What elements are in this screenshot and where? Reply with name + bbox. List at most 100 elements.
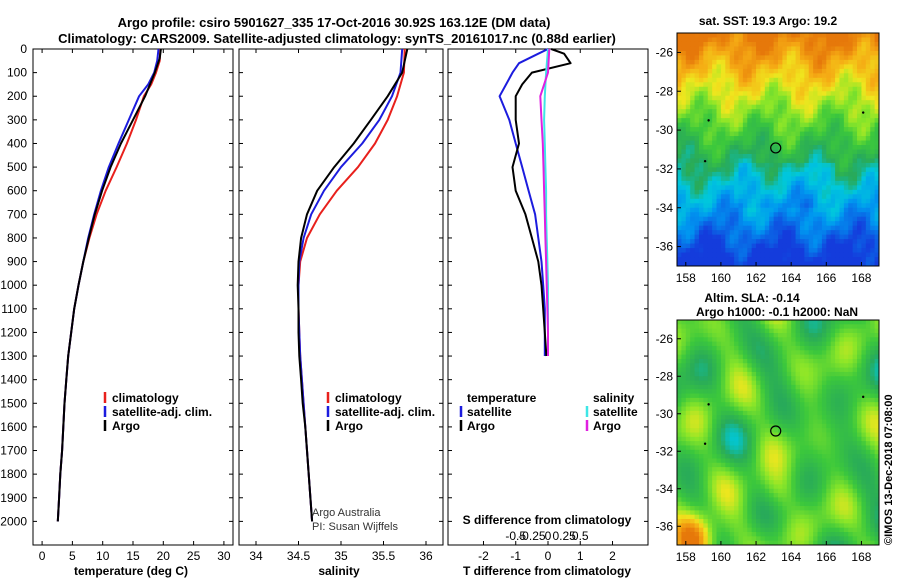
map-cell <box>808 454 814 460</box>
map-cell <box>835 488 841 494</box>
map-cell <box>764 230 770 236</box>
map-cell <box>694 207 700 213</box>
map-cell <box>720 176 726 182</box>
map-cell <box>843 436 849 442</box>
map-cell <box>795 462 801 468</box>
map-cell <box>848 475 854 481</box>
map-cell <box>843 324 849 330</box>
map-cell <box>821 324 827 330</box>
map-cell <box>795 406 801 412</box>
map-cell <box>778 167 783 173</box>
map-cell <box>786 510 792 516</box>
map-cell <box>782 198 788 204</box>
map-cell <box>852 449 858 455</box>
map-cell <box>681 445 687 451</box>
map-cell <box>852 176 858 182</box>
map-cell <box>707 536 713 542</box>
map-x-tick-label: 166 <box>816 271 836 285</box>
map-cell <box>703 145 709 151</box>
map-cell <box>694 367 700 373</box>
map-cell <box>751 68 757 74</box>
map-cell <box>694 332 700 338</box>
map-cell <box>826 532 832 537</box>
map-cell <box>804 389 810 395</box>
map-cell <box>698 376 704 382</box>
map-cell <box>742 41 748 48</box>
map-cell <box>839 436 845 442</box>
map-cell <box>690 37 696 43</box>
map-cell <box>857 354 863 360</box>
map-cell <box>861 506 867 511</box>
map-cell <box>786 337 792 343</box>
map-cell <box>848 441 854 447</box>
map-cell <box>681 501 687 507</box>
map-cell <box>839 149 845 155</box>
map-cell <box>865 91 871 97</box>
map-cell <box>734 501 740 507</box>
map-cell <box>874 95 879 101</box>
map-cell <box>742 527 748 533</box>
map-cell <box>857 484 863 490</box>
map-cell <box>778 493 783 499</box>
map-cell <box>756 189 762 195</box>
map-cell <box>826 519 832 524</box>
map-cell <box>703 230 709 236</box>
map-cell <box>769 402 775 408</box>
map-cell <box>786 113 792 119</box>
map-cell <box>848 189 854 195</box>
map-cell <box>720 471 726 477</box>
map-cell <box>835 350 841 356</box>
map-cell <box>742 428 748 434</box>
map-cell <box>817 484 823 490</box>
map-cell <box>694 454 700 460</box>
map-cell <box>707 167 713 173</box>
map-cell <box>874 158 879 164</box>
map-cell <box>852 64 858 70</box>
map-cell <box>725 462 731 468</box>
map-cell <box>786 127 792 133</box>
map-cell <box>738 389 744 395</box>
map-cell <box>756 397 762 403</box>
map-cell <box>857 104 863 110</box>
map-cell <box>839 104 845 110</box>
map-cell <box>830 393 836 399</box>
map-cell <box>703 64 709 70</box>
map-cell <box>760 239 766 245</box>
map-cell <box>826 234 832 240</box>
map-cell <box>751 423 757 429</box>
map-cell <box>874 100 879 106</box>
map-cell <box>870 194 876 200</box>
map-cell <box>861 77 867 83</box>
map-cell <box>742 532 748 537</box>
map-cell <box>738 216 744 222</box>
map-cell <box>698 519 704 524</box>
map-cell <box>782 484 788 490</box>
map-cell <box>747 432 753 438</box>
map-cell <box>870 189 876 195</box>
map-cell <box>804 428 810 434</box>
map-cell <box>773 380 779 386</box>
map-cell <box>681 527 687 533</box>
map-cell <box>830 50 836 56</box>
map-cell <box>694 243 700 249</box>
map-cell <box>874 402 879 408</box>
map-cell <box>830 203 836 209</box>
map-cell <box>760 198 766 204</box>
map-cell <box>870 158 876 164</box>
map-cell <box>791 131 797 137</box>
map-cell <box>725 527 731 533</box>
map-cell <box>826 462 832 468</box>
map-cell <box>760 462 766 468</box>
map-cell <box>795 167 801 173</box>
map-cell <box>821 480 827 486</box>
map-cell <box>738 207 744 213</box>
map-cell <box>804 252 810 258</box>
map-cell <box>729 506 735 511</box>
map-cell <box>861 100 867 106</box>
map-cell <box>848 149 854 155</box>
map-cell <box>839 33 845 39</box>
map-cell <box>865 389 871 395</box>
map-cell <box>813 176 819 182</box>
map-cell <box>734 419 740 425</box>
map-cell <box>813 445 819 451</box>
